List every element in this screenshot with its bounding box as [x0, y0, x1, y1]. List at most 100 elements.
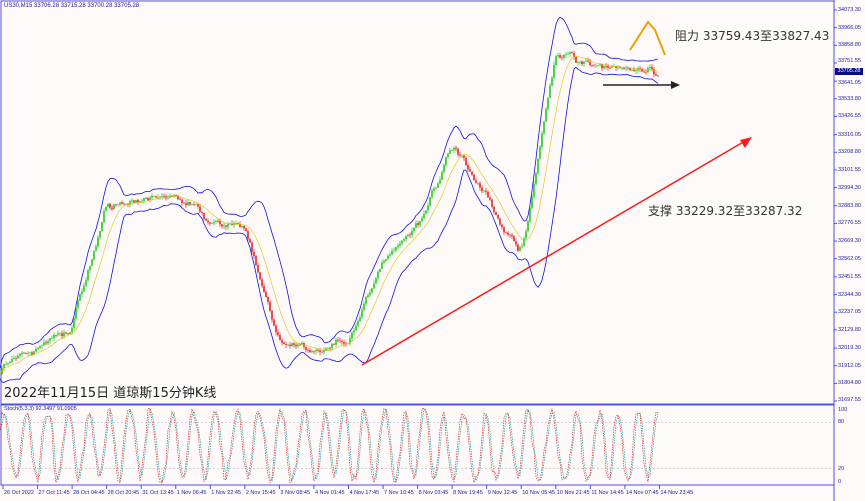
- candle-body: [473, 174, 475, 181]
- candle-body: [111, 207, 113, 210]
- candle-body: [457, 148, 459, 155]
- price-tick-label: 33641.05: [838, 79, 861, 86]
- candle-body: [423, 213, 425, 219]
- candle-body: [47, 340, 49, 344]
- candle-body: [527, 221, 529, 232]
- candle-body: [537, 158, 539, 174]
- candle-body: [43, 342, 45, 346]
- candle-body: [587, 60, 589, 62]
- time-tick-label: 4 Nov 01:45: [314, 490, 345, 496]
- candle-body: [145, 198, 147, 199]
- candle-body: [511, 235, 513, 237]
- stoch-level-label: 20: [838, 465, 845, 472]
- candle-body: [299, 344, 301, 346]
- candle-body: [39, 346, 41, 349]
- candle-body: [163, 196, 165, 197]
- candle-body: [487, 191, 489, 198]
- time-tick-label: 28 Oct 20:45: [107, 490, 140, 496]
- time-tick-label: 10 Nov 05:45: [522, 490, 555, 496]
- candle-body: [263, 285, 265, 292]
- candle-body: [575, 56, 577, 63]
- candle-body: [193, 204, 195, 205]
- time-tick-label: 8 Nov 19:45: [453, 490, 483, 496]
- candle-body: [505, 232, 507, 233]
- trendline-arrowhead: [740, 137, 752, 148]
- time-tick-label: 26 Oct 2022: [4, 490, 34, 496]
- candle-body: [615, 66, 617, 68]
- candle-body: [465, 158, 467, 166]
- candle-body: [67, 333, 69, 334]
- candle-body: [337, 339, 339, 341]
- candle-body: [167, 197, 169, 199]
- candle-body: [309, 350, 311, 353]
- time-tick-label: 11 Nov 14:45: [591, 490, 624, 496]
- candle-body: [105, 206, 107, 212]
- candle-body: [635, 70, 637, 72]
- candle-body: [207, 220, 209, 223]
- candle-body: [183, 202, 185, 204]
- candle-body: [259, 272, 261, 280]
- candle-body: [623, 67, 625, 69]
- candle-body: [463, 155, 465, 159]
- time-tick-label: 1 Nov 06:45: [176, 490, 207, 496]
- candle-body: [61, 333, 63, 337]
- candle-body: [335, 339, 337, 345]
- price-tick-label: 32344.30: [838, 291, 861, 298]
- candle-body: [45, 342, 47, 344]
- candle-body: [199, 206, 201, 212]
- candle-body: [455, 147, 457, 149]
- candle-body: [217, 220, 219, 222]
- candle-body: [499, 218, 501, 225]
- candle-body: [103, 211, 105, 223]
- candle-body: [249, 239, 251, 243]
- price-tick-label: 32776.55: [838, 220, 861, 227]
- candle-body: [361, 309, 363, 318]
- candle-body: [41, 345, 43, 347]
- candle-body: [37, 348, 39, 350]
- time-tick-label: 27 Oct 11:45: [38, 490, 70, 496]
- candle-body: [541, 133, 543, 147]
- candle-body: [621, 67, 623, 69]
- candle-body: [649, 67, 651, 68]
- candle-body: [645, 72, 647, 73]
- price-tick-label: 32451.55: [838, 273, 861, 280]
- candle-body: [369, 292, 371, 296]
- candle-body: [523, 238, 525, 247]
- time-tick-label: 7 Nov 10:45: [384, 490, 414, 496]
- candle-body: [549, 85, 551, 98]
- candle-body: [81, 291, 83, 295]
- candle-body: [251, 242, 253, 252]
- candle-body: [561, 57, 563, 59]
- candle-body: [149, 197, 151, 201]
- candle-body: [533, 183, 535, 197]
- candle-body: [125, 203, 127, 205]
- candle-body: [283, 342, 285, 344]
- candle-body: [503, 227, 505, 233]
- candle-body: [657, 75, 659, 77]
- candle-body: [225, 225, 227, 227]
- candle-body: [269, 301, 271, 311]
- candle-body: [359, 317, 361, 321]
- candle-body: [529, 207, 531, 222]
- candle-body: [409, 234, 411, 236]
- candle-body: [35, 349, 37, 352]
- candle-body: [319, 350, 321, 352]
- candle-body: [557, 55, 559, 57]
- candle-body: [117, 204, 119, 206]
- chart-title: 2022年11月15日 道琼斯15分钟K线: [4, 386, 217, 401]
- candle-body: [215, 220, 217, 222]
- candle-body: [301, 342, 303, 345]
- candle-body: [583, 61, 585, 64]
- time-tick-label: 4 Nov 17:45: [349, 490, 380, 496]
- candle-body: [101, 222, 103, 232]
- candle-body: [507, 232, 509, 235]
- horizontal-arrowhead: [671, 81, 680, 89]
- candle-body: [357, 320, 359, 326]
- candle-body: [585, 60, 587, 62]
- candle-body: [57, 333, 59, 336]
- candle-body: [365, 296, 367, 304]
- candle-body: [171, 195, 173, 197]
- candle-body: [49, 338, 51, 341]
